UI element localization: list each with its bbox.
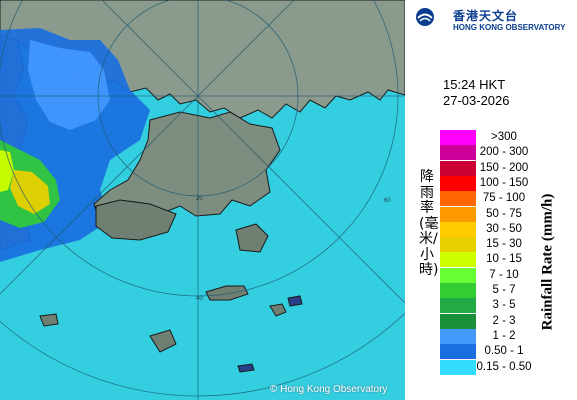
ring-label-40: 40 [196, 296, 203, 302]
island-large [95, 199, 177, 241]
org-name-cn: 香港天文台 [453, 9, 519, 23]
legend-range-label: 3 - 5 [492, 299, 516, 312]
legend-swatch [440, 313, 476, 329]
island-south-2 [269, 303, 287, 317]
ring-label-60: 60 [384, 198, 391, 204]
legend-range-label: 2 - 3 [492, 314, 516, 327]
rain-area-lighter [28, 40, 110, 130]
legend-swatch [440, 221, 476, 237]
legend-swatch [440, 160, 476, 176]
legend-range-label: 150 - 200 [479, 161, 529, 174]
island-east [235, 223, 269, 253]
legend-swatch [440, 237, 476, 253]
legend-range-label: 75 - 100 [482, 192, 526, 205]
legend-swatch [440, 206, 476, 222]
legend-range-label: 5 - 7 [492, 284, 516, 296]
legend-range-label: 7 - 10 [489, 268, 519, 281]
hk-territory [93, 111, 281, 223]
legend-swatch [440, 267, 476, 283]
legend-range-label: >300 [491, 131, 517, 143]
legend-swatch [440, 344, 476, 360]
ring-label-20: 20 [196, 196, 203, 202]
observatory-logo-icon [416, 8, 434, 26]
legend-swatch [440, 298, 476, 314]
legend-swatch [440, 283, 476, 298]
island-south-3 [287, 295, 303, 307]
legend-swatch [440, 252, 476, 268]
legend-swatch [440, 359, 476, 375]
legend-range-label: 15 - 30 [486, 238, 522, 251]
island-south-6 [237, 363, 255, 373]
legend-panel: 香港天文台 HONG KONG OBSERVATORY 15:24 HKT 27… [405, 0, 577, 400]
legend-range-label: 200 - 300 [479, 146, 529, 159]
rain-area-lime [0, 150, 14, 192]
observation-date: 27-03-2026 [443, 93, 510, 108]
legend-swatch [440, 175, 476, 191]
legend-swatch [440, 328, 476, 344]
radar-map[interactable]: 20 40 60 [0, 0, 405, 400]
range-rings [0, 0, 405, 400]
observation-time: 15:24 HKT [443, 77, 506, 92]
island-south-4 [149, 329, 177, 353]
rain-area-yellow [10, 170, 50, 214]
legend-swatch [440, 130, 476, 145]
org-name-en: HONG KONG OBSERVATORY [453, 23, 566, 32]
island-south-5 [39, 313, 59, 327]
legend-range-label: 30 - 50 [486, 222, 522, 235]
legend-range-label: 100 - 150 [479, 176, 529, 189]
legend-range-label: 0.50 - 1 [484, 345, 524, 358]
legend-swatch [440, 191, 476, 207]
legend-range-label: 0.15 - 0.50 [476, 360, 532, 373]
legend-range-label: 10 - 15 [486, 253, 522, 266]
copyright-notice: © Hong Kong Observatory [270, 384, 388, 395]
legend-swatch [440, 145, 476, 161]
legend-axis-label-cn: 降雨率(毫米/小時) [419, 169, 439, 278]
island-south-1 [205, 285, 249, 301]
legend-range-label: 50 - 75 [486, 207, 522, 220]
legend-range-label: 1 - 2 [492, 329, 516, 342]
